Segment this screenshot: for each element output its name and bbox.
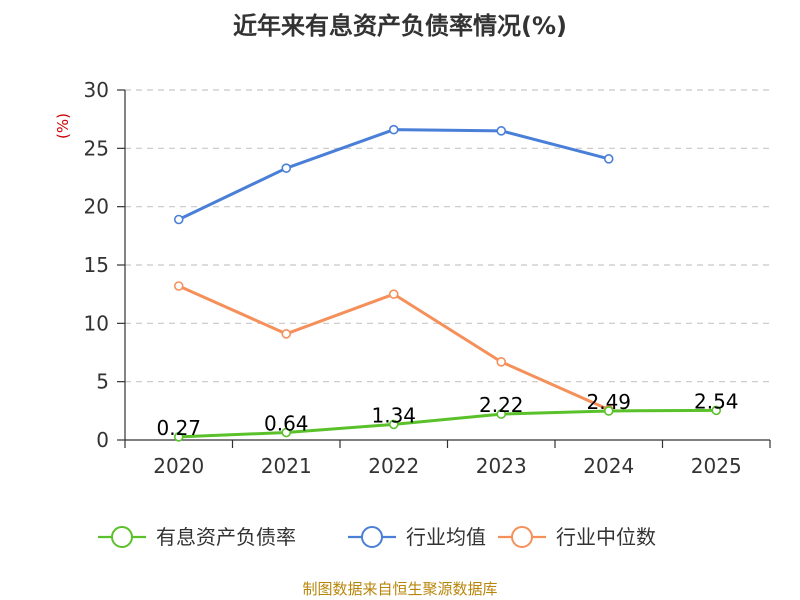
x-tick-label: 2020 bbox=[153, 454, 204, 478]
data-label: 2.49 bbox=[586, 390, 631, 414]
x-tick-label: 2023 bbox=[476, 454, 527, 478]
data-labels: 0.27 0.64 1.34 2.22 2.49 2.54 bbox=[156, 389, 738, 439]
data-point bbox=[603, 154, 614, 164]
data-point bbox=[388, 419, 399, 430]
data-point bbox=[281, 427, 292, 438]
y-tick-label: 5 bbox=[96, 370, 109, 394]
legend-swatch-marker bbox=[511, 526, 533, 548]
y-tick-label: 30 bbox=[84, 78, 109, 102]
y-tick-label: 25 bbox=[84, 136, 109, 160]
legend-swatch-marker bbox=[361, 526, 383, 548]
data-label: 0.27 bbox=[156, 416, 201, 440]
data-point bbox=[173, 214, 184, 225]
x-tick-label: 2022 bbox=[368, 454, 419, 478]
y-axis-unit-label: (%) bbox=[54, 113, 72, 139]
data-point bbox=[496, 126, 507, 136]
x-tick-label: 2025 bbox=[691, 454, 742, 478]
series-line-1 bbox=[178, 128, 610, 221]
series-line-2 bbox=[178, 284, 610, 412]
grid-lines bbox=[125, 89, 770, 383]
source-note: 制图数据来自恒生聚源数据库 bbox=[302, 580, 497, 598]
data-point bbox=[388, 289, 399, 299]
data-label: 2.22 bbox=[479, 393, 524, 417]
y-tick-label: 0 bbox=[96, 428, 109, 452]
series-line-0 bbox=[178, 408, 717, 439]
data-point bbox=[173, 432, 184, 442]
data-point bbox=[173, 281, 184, 291]
data-point bbox=[603, 406, 614, 416]
chart-title: 近年来有息资产负债率情况(%) bbox=[233, 12, 567, 40]
data-point bbox=[711, 405, 722, 416]
legend-label: 行业中位数 bbox=[556, 525, 656, 549]
legend: 有息资产负债率 行业均值 行业中位数 bbox=[98, 525, 656, 549]
legend-swatch-marker bbox=[111, 526, 133, 548]
series-lines bbox=[173, 124, 722, 442]
legend-label: 有息资产负债率 bbox=[156, 525, 296, 549]
data-point bbox=[496, 357, 507, 367]
data-label: 2.54 bbox=[694, 389, 739, 413]
y-tick-label: 15 bbox=[84, 253, 109, 277]
x-tick-label: 2021 bbox=[261, 454, 312, 478]
y-tick-label: 10 bbox=[84, 311, 109, 335]
data-point bbox=[281, 163, 292, 173]
data-label: 0.64 bbox=[264, 412, 309, 436]
data-point bbox=[388, 124, 399, 135]
data-point bbox=[281, 329, 292, 339]
data-label: 1.34 bbox=[371, 403, 416, 427]
data-point bbox=[496, 409, 507, 419]
x-tick-label: 2024 bbox=[583, 454, 634, 478]
y-tick-label: 20 bbox=[84, 195, 109, 219]
legend-label: 行业均值 bbox=[406, 525, 486, 549]
